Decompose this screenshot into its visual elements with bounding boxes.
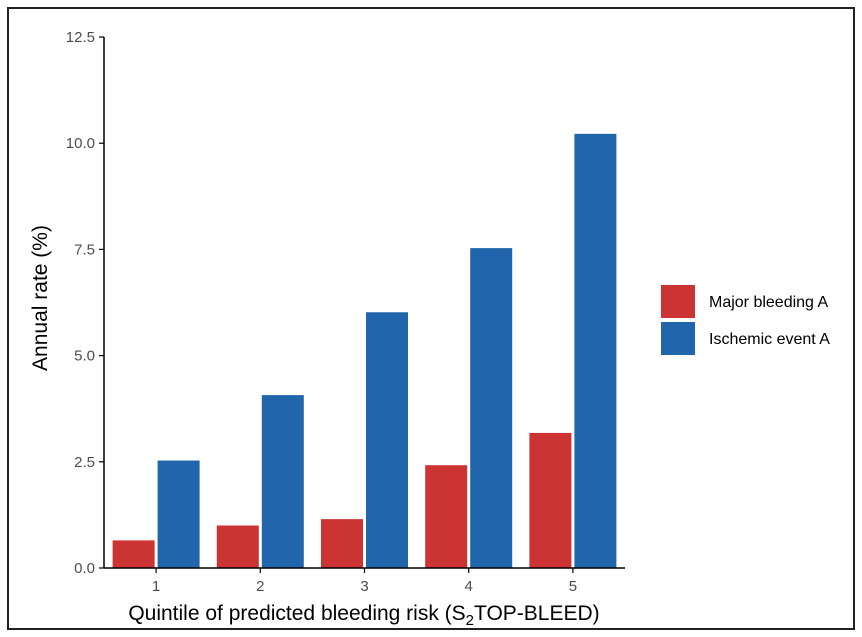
legend: Major bleeding A Ischemic event A <box>661 285 830 355</box>
bar-major-bleeding-2 <box>216 525 259 568</box>
x-tick-label: 1 <box>152 578 160 595</box>
bar-ischemic-event-4 <box>470 248 513 568</box>
bar-major-bleeding-5 <box>529 432 572 568</box>
bar-major-bleeding-1 <box>112 540 155 568</box>
x-tick-label: 3 <box>360 578 368 595</box>
bar-ischemic-event-1 <box>157 460 200 568</box>
bars <box>112 133 617 568</box>
bar-ischemic-event-5 <box>574 133 617 568</box>
bar-ischemic-event-3 <box>366 312 408 568</box>
y-tick-label: 0.0 <box>74 560 95 577</box>
x-axis-ticks: 1 2 3 4 5 <box>152 568 577 595</box>
x-tick-label: 2 <box>256 578 264 595</box>
y-tick-label: 10.0 <box>66 135 95 152</box>
legend-swatch-major-bleeding <box>661 285 695 318</box>
x-axis-title-suffix: TOP-BLEED) <box>474 602 600 625</box>
y-tick-label: 12.5 <box>66 29 95 46</box>
legend-label-ischemic-event: Ischemic event A <box>709 331 830 348</box>
x-axis-title-main: Quintile of predicted bleeding risk (S <box>128 602 465 625</box>
bar-ischemic-event-2 <box>261 395 304 568</box>
x-axis-title-subscript: 2 <box>466 612 474 629</box>
y-axis-title: Annual rate (%) <box>29 225 52 371</box>
x-tick-label: 5 <box>569 578 577 595</box>
y-tick-label: 2.5 <box>74 454 95 471</box>
x-tick-label: 4 <box>465 578 473 595</box>
y-axis-ticks: 0.0 2.5 5.0 7.5 10.0 12.5 <box>66 29 104 577</box>
bar-major-bleeding-3 <box>321 519 363 568</box>
y-tick-label: 7.5 <box>74 241 95 258</box>
legend-label-major-bleeding: Major bleeding A <box>709 294 829 311</box>
bar-major-bleeding-4 <box>425 465 468 568</box>
y-tick-label: 5.0 <box>74 348 95 365</box>
legend-swatch-ischemic-event <box>661 322 695 355</box>
x-axis-title: Quintile of predicted bleeding risk (S2T… <box>128 602 599 629</box>
